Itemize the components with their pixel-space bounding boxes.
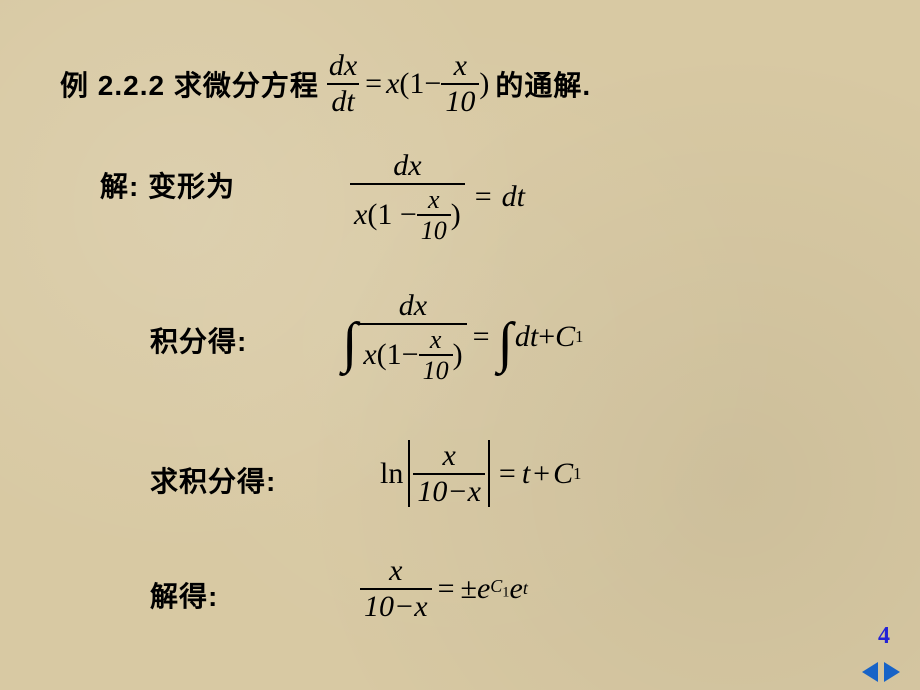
abs-bar-right xyxy=(488,440,490,507)
step2-label-line: 积分得: xyxy=(150,320,247,360)
ln-label: ln xyxy=(380,457,403,491)
s2-plus: + xyxy=(538,320,555,354)
s4-den: 10−x xyxy=(360,588,432,623)
inner-10: 10 xyxy=(441,83,479,118)
step3-label: 求积分得: xyxy=(150,460,276,500)
step1-label-line: 解: 变形为 xyxy=(100,165,235,205)
s4-num: x xyxy=(385,555,406,588)
s4-e1: e xyxy=(477,572,490,606)
s2-dt: dt xyxy=(515,320,538,354)
s4-exp-t: t xyxy=(523,578,528,599)
s2-equals: = xyxy=(473,320,490,354)
s1-paren-open: (1 − xyxy=(367,199,416,231)
abs-bar-left xyxy=(408,440,410,507)
step1-equation: dx x (1 − x 10 ) = dt xyxy=(350,150,525,244)
eq-dx: dx xyxy=(325,50,361,83)
s2-paren-close: ) xyxy=(453,339,463,371)
s4-equals: = xyxy=(438,572,455,606)
abs-bars: x 10−x xyxy=(405,440,493,507)
s3-plus: + xyxy=(533,457,550,491)
s3-t: t xyxy=(522,457,530,491)
next-arrow-icon[interactable] xyxy=(884,662,900,682)
s2-C: C xyxy=(555,320,575,354)
s1-equals: = xyxy=(475,180,492,214)
s1-inner-x: x xyxy=(424,186,444,214)
s2-x: x xyxy=(363,339,376,371)
s1-x: x xyxy=(354,199,367,231)
s4-exp-C: C xyxy=(490,576,502,596)
step1-label: 解: 变形为 xyxy=(100,165,235,205)
nav-arrows xyxy=(862,662,900,682)
title-equation: dx dt = x (1− x 10 ) xyxy=(325,50,490,117)
step3-equation: ln x 10−x = t + C1 xyxy=(380,440,581,507)
title-suffix: 的通解. xyxy=(495,64,591,104)
s3-C: C xyxy=(553,457,573,491)
title-prefix: 例 2.2.2 求微分方程 xyxy=(60,64,319,104)
step4-label-line: 解得: xyxy=(150,575,218,615)
s1-dt: dt xyxy=(502,180,525,214)
s2-inner-x: x xyxy=(426,326,446,354)
s3-num: x xyxy=(438,440,459,473)
s4-exp-C1: 1 xyxy=(502,584,509,600)
paren-open: (1− xyxy=(399,67,441,101)
s1-paren-close: ) xyxy=(451,199,461,231)
prev-arrow-icon[interactable] xyxy=(862,662,878,682)
step4-equation: x 10−x = ± eC1 et xyxy=(360,555,528,622)
slide-body: 例 2.2.2 求微分方程 dx dt = x (1− x 10 ) 的通解. … xyxy=(0,0,920,690)
inner-x: x xyxy=(450,50,471,83)
eq-x: x xyxy=(386,67,399,101)
s3-equals: = xyxy=(499,457,516,491)
step3-label-line: 求积分得: xyxy=(150,460,276,500)
step2-label: 积分得: xyxy=(150,320,247,360)
s4-e2: e xyxy=(510,572,523,606)
s2-paren-open: (1− xyxy=(377,339,419,371)
equals-sign: = xyxy=(365,67,382,101)
paren-close: ) xyxy=(479,67,489,101)
s1-dx: dx xyxy=(389,150,425,183)
s2-dx: dx xyxy=(395,290,431,323)
title-line: 例 2.2.2 求微分方程 dx dt = x (1− x 10 ) 的通解. xyxy=(60,50,591,117)
s3-den: 10−x xyxy=(413,473,485,508)
plus-minus-icon: ± xyxy=(460,572,476,606)
s3-C1: 1 xyxy=(573,464,581,484)
s2-C1: 1 xyxy=(575,327,583,347)
step2-equation: ∫ dx x (1− x 10 ) = ∫ dt + C1 xyxy=(340,290,583,384)
step4-label: 解得: xyxy=(150,575,218,615)
s2-inner-10: 10 xyxy=(419,354,453,384)
page-number: 4 xyxy=(878,623,890,650)
eq-dt: dt xyxy=(327,83,358,118)
s1-inner-10: 10 xyxy=(417,214,451,244)
